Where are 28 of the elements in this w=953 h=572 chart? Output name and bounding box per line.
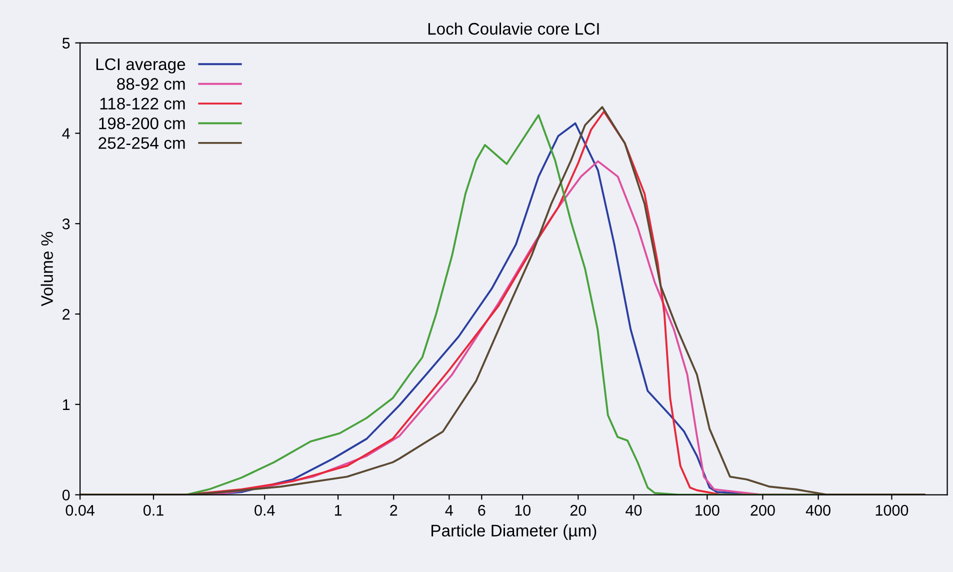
y-tick-label: 2 bbox=[62, 308, 70, 320]
chart-title: Loch Coulavie core LCI bbox=[428, 22, 599, 35]
y-tick-label: 5 bbox=[62, 38, 70, 49]
x-tick-label: 0.4 bbox=[254, 504, 275, 516]
x-tick-label: 40 bbox=[626, 504, 642, 516]
x-tick-label: 4 bbox=[445, 505, 453, 516]
x-tick-label: 200 bbox=[750, 504, 775, 516]
legend-label: LCI average bbox=[96, 58, 186, 74]
y-tick-label: 3 bbox=[62, 218, 70, 230]
x-tick-label: 0.1 bbox=[143, 504, 164, 516]
legend-label: 198-200 cm bbox=[99, 117, 185, 130]
x-tick-label: 2 bbox=[390, 504, 398, 516]
y-tick-label: 0 bbox=[62, 490, 70, 500]
legend-label: 252-254 cm bbox=[98, 137, 185, 149]
x-tick-label: 6 bbox=[478, 504, 486, 516]
y-tick-label: 1 bbox=[63, 399, 70, 410]
x-tick-label: 1 bbox=[334, 505, 342, 516]
x-tick-label: 400 bbox=[806, 504, 830, 516]
y-tick-label: 4 bbox=[62, 128, 70, 139]
x-tick-label: 1000 bbox=[876, 504, 908, 516]
legend-label: 118-122 cm bbox=[100, 98, 185, 110]
x-tick-label: 100 bbox=[696, 504, 720, 516]
x-tick-label: 20 bbox=[570, 504, 586, 516]
legend-label: 88-92 cm bbox=[117, 78, 185, 90]
x-tick-label: 0.04 bbox=[66, 504, 94, 516]
x-axis-title: Particle Diameter (µm) bbox=[432, 524, 596, 540]
x-tick-label: 10 bbox=[515, 504, 531, 516]
y-axis-title: Volume % bbox=[40, 232, 53, 306]
